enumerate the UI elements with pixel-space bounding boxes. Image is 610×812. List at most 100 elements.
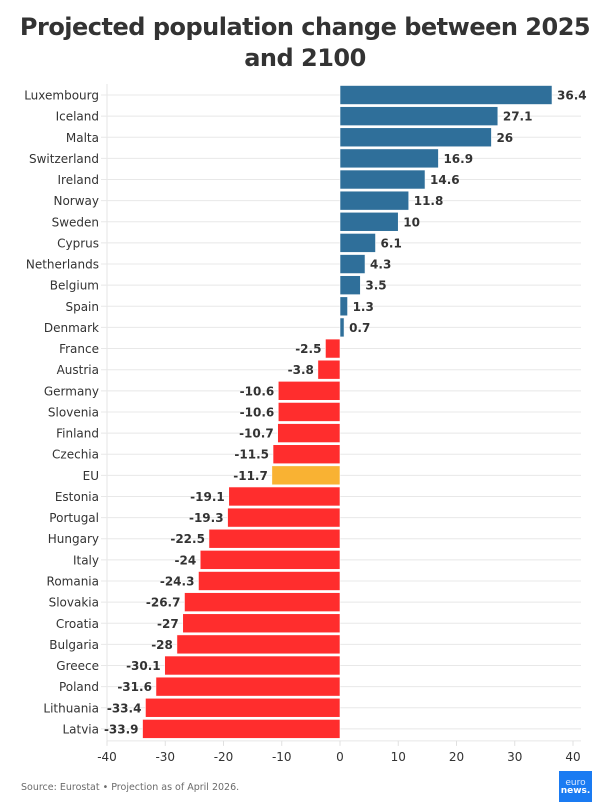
bar-italy <box>199 550 341 570</box>
bar-cyprus <box>339 233 376 253</box>
data-label: -26.7 <box>146 596 181 610</box>
x-tick-label: 0 <box>336 750 344 764</box>
category-label: Italy <box>73 553 99 567</box>
category-label: Norway <box>53 194 99 208</box>
bar-greece <box>164 655 341 676</box>
euronews-logo: euro news. <box>559 771 592 802</box>
data-label: 1.3 <box>353 300 374 314</box>
data-label: -31.6 <box>117 680 152 694</box>
data-label: -10.7 <box>239 427 274 441</box>
data-label: -33.4 <box>107 701 142 715</box>
category-label: Bulgaria <box>49 638 99 652</box>
category-label: Netherlands <box>26 258 99 272</box>
bar-romania <box>198 571 341 591</box>
data-label: -3.8 <box>288 363 314 377</box>
bar-iceland <box>339 106 499 126</box>
bar-ireland <box>339 169 426 190</box>
data-label: 4.3 <box>370 258 391 272</box>
data-label: 10 <box>403 215 420 229</box>
bar-luxembourg <box>339 85 553 105</box>
category-label: Portugal <box>49 511 99 525</box>
x-tick-label: -10 <box>272 750 292 764</box>
data-label: 3.5 <box>365 279 386 293</box>
bar-switzerland <box>339 148 439 169</box>
logo-line1: euro <box>565 777 586 788</box>
x-tick-label: 30 <box>507 750 522 764</box>
category-label: Ireland <box>57 173 99 187</box>
category-label: Belgium <box>50 279 99 293</box>
bar-eu <box>271 465 341 486</box>
bar-hungary <box>208 528 341 549</box>
category-label: Finland <box>56 427 99 441</box>
bar-spain <box>339 296 348 317</box>
bar-slovakia <box>184 592 341 612</box>
data-label: 16.9 <box>443 152 473 166</box>
bar-bulgaria <box>176 634 341 655</box>
x-tick-label: 40 <box>565 750 580 764</box>
bar-sweden <box>339 211 399 232</box>
data-label: 36.4 <box>557 89 587 103</box>
bar-czechia <box>272 444 341 465</box>
data-label: -33.9 <box>104 722 139 736</box>
data-label: -11.7 <box>233 469 268 483</box>
source-note: Source: Eurostat • Projection as of Apri… <box>21 782 240 793</box>
bar-denmark <box>339 317 345 338</box>
data-label: 26 <box>496 131 513 145</box>
data-label: 11.8 <box>414 194 444 208</box>
data-label: -2.5 <box>295 342 321 356</box>
bar-portugal <box>227 507 341 528</box>
bar-croatia <box>182 613 341 634</box>
bar-slovenia <box>277 402 341 422</box>
bar-malta <box>339 127 492 148</box>
data-label: -27 <box>157 617 179 631</box>
data-label: -19.3 <box>189 511 224 525</box>
x-tick-label: -20 <box>214 750 234 764</box>
category-label: Slovakia <box>49 596 99 610</box>
data-label: -19.1 <box>190 490 225 504</box>
data-label: -10.6 <box>240 405 275 419</box>
bar-norway <box>339 190 410 211</box>
data-label: 0.7 <box>349 321 370 335</box>
category-label: Malta <box>66 131 99 145</box>
category-label: Cyprus <box>57 236 99 250</box>
category-label: Sweden <box>52 215 99 229</box>
data-label: 27.1 <box>503 110 533 124</box>
category-label: Latvia <box>62 722 99 736</box>
category-label: Estonia <box>55 490 99 504</box>
category-label: Iceland <box>56 110 99 124</box>
data-label: -24 <box>175 553 197 567</box>
logo-line2: news. <box>560 785 591 796</box>
bar-poland <box>155 676 341 697</box>
category-label: Poland <box>59 680 99 694</box>
category-label: Switzerland <box>29 152 99 166</box>
category-label: Lithuania <box>43 701 99 715</box>
category-label: Romania <box>47 574 99 588</box>
category-label: EU <box>83 469 99 483</box>
category-label: Greece <box>56 659 99 673</box>
x-tick-label: -30 <box>155 750 175 764</box>
x-tick-label: -40 <box>97 750 117 764</box>
bar-finland <box>277 423 341 443</box>
bar-latvia <box>142 719 341 739</box>
category-label: Czechia <box>52 448 99 462</box>
data-label: 14.6 <box>430 173 460 187</box>
bar-germany <box>277 381 341 401</box>
category-label: Hungary <box>48 532 99 546</box>
data-label: 6.1 <box>381 236 402 250</box>
bar-france <box>325 338 341 359</box>
x-tick-label: 10 <box>391 750 406 764</box>
x-tick-label: 20 <box>449 750 464 764</box>
data-label: -30.1 <box>126 659 161 673</box>
data-label: -11.5 <box>234 448 269 462</box>
category-label: Germany <box>44 384 99 398</box>
category-label: Denmark <box>44 321 99 335</box>
bar-chart: -40 -30 -20 -10 0 10 20 30 40 Luxembourg 36.4 Icela… <box>24 84 587 764</box>
bar-lithuania <box>145 697 341 718</box>
category-label: Spain <box>65 300 99 314</box>
data-label: -10.6 <box>240 384 275 398</box>
data-label: -22.5 <box>170 532 205 546</box>
bar-belgium <box>339 275 361 295</box>
bar-austria <box>317 359 341 380</box>
category-label: Luxembourg <box>24 89 99 103</box>
category-label: France <box>59 342 99 356</box>
